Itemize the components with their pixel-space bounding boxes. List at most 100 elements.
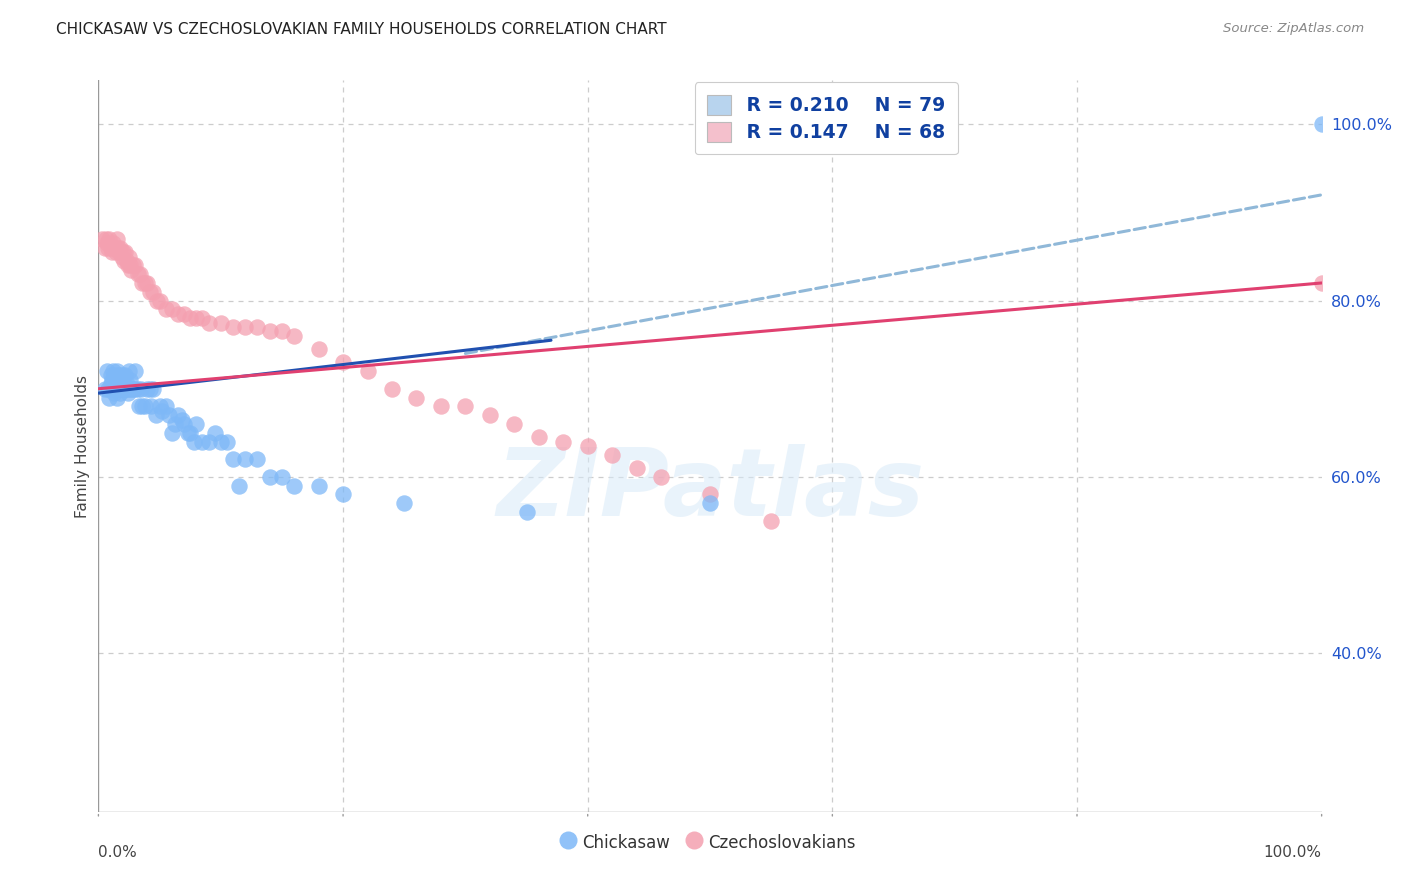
Point [149,400,172,414]
Point [356,364,378,378]
Text: 0.0%: 0.0% [98,845,138,860]
Point [259,325,281,339]
Point [117,258,139,272]
Point [110,386,132,401]
Point [145,408,167,422]
Point [626,461,648,475]
Point [222,452,245,467]
Point [222,320,245,334]
Point [160,425,183,440]
Point [167,307,190,321]
Point [699,487,721,501]
Point [170,412,193,426]
Point [97,382,120,396]
Point [96,364,118,378]
Point [167,408,190,422]
Point [600,448,623,462]
Point [246,320,269,334]
Point [136,276,159,290]
Point [209,316,232,330]
Point [179,311,201,326]
Point [101,364,124,378]
Point [103,368,125,383]
Point [117,386,139,401]
Point [121,382,143,396]
Point [146,293,169,308]
Point [191,311,214,326]
Point [332,487,354,501]
Point [127,267,149,281]
Point [308,342,330,356]
Text: CHICKASAW VS CZECHOSLOVAKIAN FAMILY HOUSEHOLDS CORRELATION CHART: CHICKASAW VS CZECHOSLOVAKIAN FAMILY HOUS… [56,22,666,37]
Point [124,382,146,396]
Point [283,478,305,492]
Point [120,373,142,387]
Point [186,311,208,326]
Legend: Chickasaw, Czechoslovakians: Chickasaw, Czechoslovakians [557,827,863,858]
Point [118,250,141,264]
Point [100,368,122,383]
Point [101,245,124,260]
Point [127,382,149,396]
Point [197,434,219,449]
Point [270,470,294,484]
Point [761,514,783,528]
Point [136,382,159,396]
Point [105,391,128,405]
Point [527,430,550,444]
Point [131,400,153,414]
Y-axis label: Family Households: Family Households [75,375,90,517]
Point [405,391,427,405]
Text: 100.0%: 100.0% [1264,845,1322,860]
Point [332,355,354,369]
Point [503,417,526,431]
Point [165,417,187,431]
Point [228,478,250,492]
Point [100,241,122,255]
Point [124,258,146,272]
Point [515,505,537,519]
Point [124,364,146,378]
Point [197,316,219,330]
Point [103,241,125,255]
Point [118,364,141,378]
Point [129,382,152,396]
Point [233,452,256,467]
Point [150,403,173,417]
Point [104,245,127,260]
Text: ZIPatlas: ZIPatlas [496,444,924,536]
Point [112,254,135,268]
Point [107,241,129,255]
Point [101,382,124,396]
Point [120,382,142,396]
Point [105,232,128,246]
Point [129,267,152,281]
Point [283,329,305,343]
Point [139,400,162,414]
Point [454,400,477,414]
Text: Source: ZipAtlas.com: Source: ZipAtlas.com [1223,22,1364,36]
Point [183,434,205,449]
Point [173,307,195,321]
Point [186,417,208,431]
Point [149,293,172,308]
Point [120,258,142,272]
Point [112,382,135,396]
Point [100,377,122,392]
Point [131,276,153,290]
Point [204,425,226,440]
Point [103,386,125,401]
Point [107,368,129,383]
Point [1310,117,1333,131]
Point [108,382,131,396]
Point [110,368,132,383]
Point [120,262,142,277]
Point [115,254,138,268]
Point [114,245,136,260]
Point [111,368,134,383]
Point [139,382,162,396]
Point [134,276,156,290]
Point [173,417,195,431]
Point [134,400,156,414]
Point [111,245,134,260]
